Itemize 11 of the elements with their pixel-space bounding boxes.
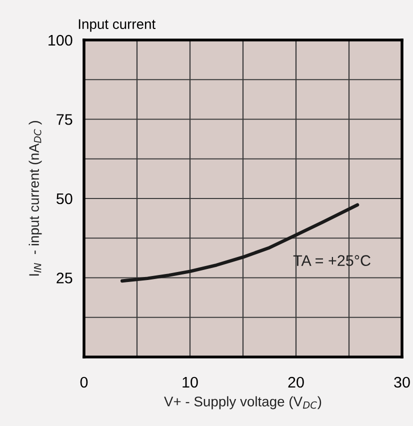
x-tick-label: 0 (80, 376, 88, 388)
x-tick-label: 20 (288, 376, 304, 388)
y-tick-label: 100 (48, 34, 72, 46)
x-tick-label: 10 (182, 376, 198, 388)
y-tick-label: 75 (56, 114, 72, 125)
y-tick-label: 50 (56, 193, 72, 204)
x-tick-label: 30 (394, 376, 410, 388)
y-tick-label: 25 (56, 272, 72, 284)
y-axis-title: I$_{IN}$ - input current (nA$_{DC}$ ) (28, 121, 42, 276)
chart-title: Input current (78, 19, 156, 32)
x-axis-title: V+ - Supply voltage (V$_{DC}$) (164, 396, 322, 410)
